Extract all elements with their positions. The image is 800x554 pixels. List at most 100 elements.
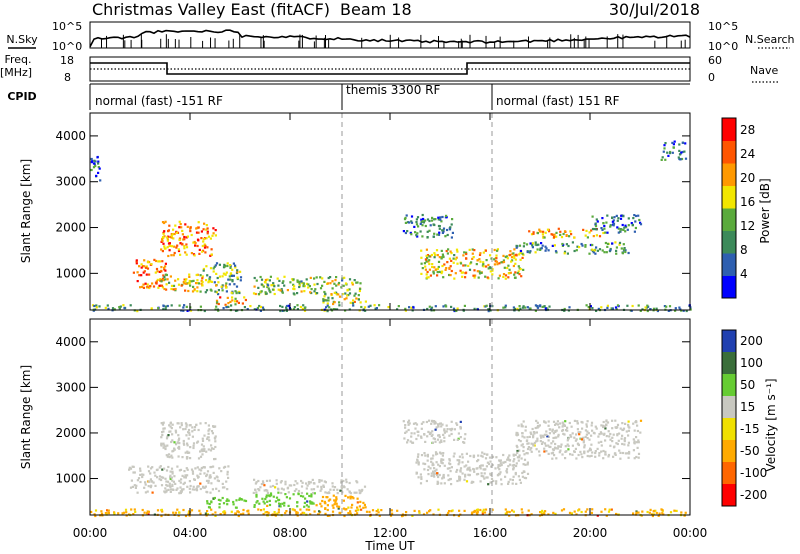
power-cell [573, 236, 576, 239]
velocity-cell [284, 493, 287, 496]
power-cell [180, 226, 183, 229]
velocity-cell [521, 443, 524, 446]
velocity-cell [654, 509, 657, 512]
velocity-cell [437, 425, 440, 428]
power-cell [515, 244, 518, 247]
velocity-cell [477, 458, 480, 462]
velocity-cell [515, 433, 518, 436]
velocity-cell [226, 498, 229, 501]
velocity-cell [422, 421, 425, 424]
power-cell [168, 242, 171, 245]
power-cell [437, 233, 441, 236]
power-cell [623, 226, 626, 229]
velocity-cell [417, 476, 420, 479]
velocity-cell [179, 486, 182, 489]
velocity-cell [608, 435, 611, 438]
velocity-cell [635, 455, 638, 459]
power-cell [464, 276, 467, 279]
power-cell [478, 258, 481, 261]
velocity-cell [191, 488, 194, 491]
velocity-cell [605, 423, 608, 426]
power-cell [462, 264, 465, 267]
power-cell [680, 309, 683, 312]
velocity-cell [154, 474, 157, 477]
power-cell [441, 253, 444, 256]
velocity-cell [464, 473, 467, 476]
velocity-cell [192, 444, 195, 447]
power-cell [195, 282, 198, 285]
power-cell [431, 263, 434, 266]
velocity-heatmap [90, 419, 687, 518]
power-cell [165, 283, 168, 286]
power-cell [482, 251, 485, 254]
velocity-cell [598, 452, 601, 455]
velocity-cell [604, 439, 607, 442]
velocity-cell [453, 428, 456, 431]
power-cell [498, 274, 501, 277]
velocity-cell [546, 435, 549, 438]
power-cell [425, 254, 428, 257]
velocity-cell [534, 426, 537, 430]
velocity-cell [208, 506, 211, 509]
power-cell [563, 252, 566, 255]
power-cell [482, 265, 485, 268]
velocity-cell [278, 503, 282, 506]
ytick-label: 3000 [55, 175, 86, 189]
velocity-cell [498, 473, 501, 476]
power-cell [233, 300, 237, 303]
power-cell [135, 259, 138, 262]
velocity-cell [128, 468, 131, 471]
velocity-cell [161, 431, 164, 434]
power-cell [445, 305, 448, 308]
power-cell [683, 150, 686, 153]
power-cell [177, 248, 180, 251]
power-cell [163, 230, 166, 233]
ytick-label: 1000 [55, 266, 86, 280]
velocity-cell [291, 508, 294, 511]
power-cell [528, 230, 531, 233]
velocity-cell [215, 487, 218, 490]
power-cell [678, 153, 682, 156]
power-cell [529, 242, 532, 245]
velocity-cell [293, 489, 296, 493]
velocity-cell [480, 454, 483, 457]
power-cell [252, 292, 256, 295]
velocity-cell [649, 508, 652, 511]
velocity-cell [310, 488, 313, 491]
velocity-cell [563, 433, 566, 436]
velocity-cell [364, 506, 367, 509]
velocity-cell [458, 476, 462, 479]
velocity-cell [577, 443, 580, 447]
velocity-cell [253, 504, 256, 507]
power-cell [243, 296, 246, 299]
velocity-cell [320, 479, 323, 482]
velocity-cell [411, 441, 414, 444]
velocity-cell [216, 476, 219, 479]
velocity-cell [430, 474, 433, 477]
power-cell [502, 260, 506, 264]
velocity-cell [226, 488, 229, 491]
velocity-cell [296, 482, 299, 485]
velocity-cell [327, 499, 330, 502]
velocity-cell [431, 441, 434, 444]
velocity-cell [353, 491, 356, 494]
power-cell [343, 276, 346, 279]
velocity-cell [536, 426, 539, 429]
velocity-cell [530, 446, 533, 450]
velocity-cell [495, 482, 498, 485]
velocity-cell [440, 459, 443, 462]
power-cell [455, 309, 458, 312]
velocity-cell [284, 483, 287, 486]
power-cell [442, 276, 445, 279]
power-cell [205, 224, 208, 227]
power-cell [495, 254, 498, 257]
velocity-cell [621, 442, 624, 446]
velocity-cell [483, 477, 486, 480]
power-cell [349, 301, 352, 304]
power-cell [509, 250, 512, 253]
power-cell [416, 235, 419, 238]
velocity-cell [590, 424, 593, 427]
power-cell [441, 270, 444, 273]
velocity-cell [303, 505, 306, 508]
velocity-cell [416, 459, 419, 462]
